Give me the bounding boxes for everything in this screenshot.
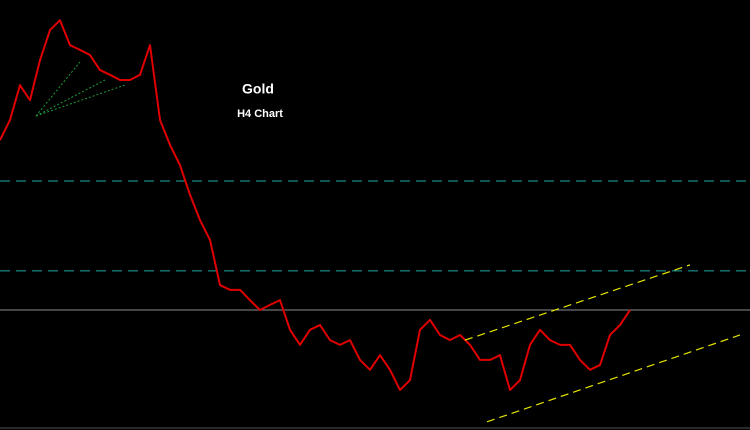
chart-title: Gold xyxy=(242,81,274,97)
fan-lines xyxy=(35,61,126,117)
channel-line xyxy=(464,264,691,341)
chart-subtitle: H4 Chart xyxy=(237,108,283,120)
fan-line xyxy=(35,79,106,117)
channel-line xyxy=(486,334,741,423)
price-line xyxy=(0,19,631,392)
